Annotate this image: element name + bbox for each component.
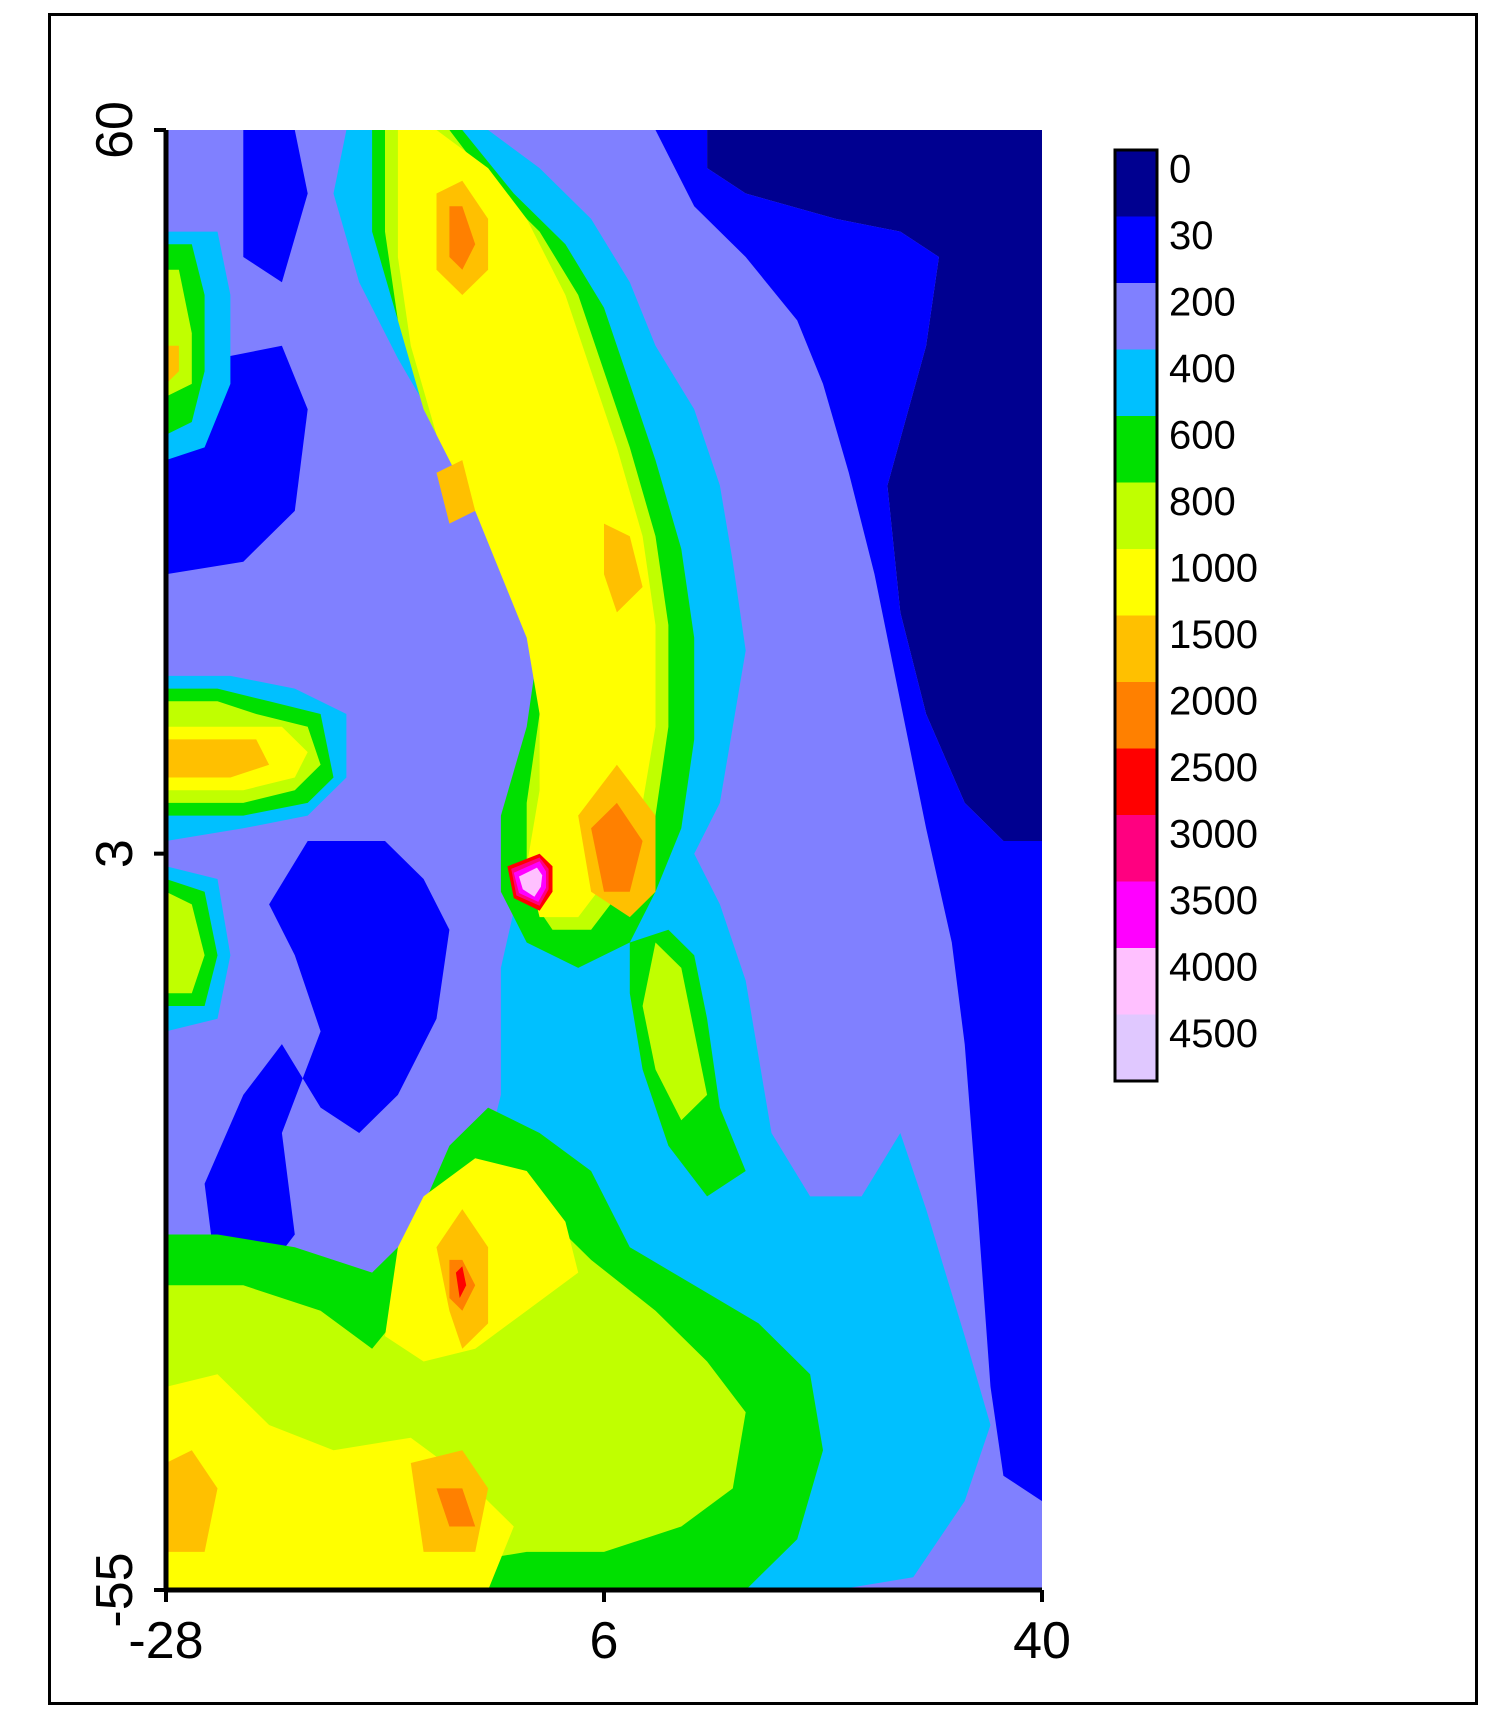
legend-swatch-800 <box>1115 482 1157 549</box>
legend-swatch-2500 <box>1115 748 1157 815</box>
contour-region-1500-32 <box>166 1450 218 1552</box>
contour-region-2000-36 <box>591 802 643 892</box>
contour-region-30-4 <box>204 841 450 1286</box>
contour-region-1000-22 <box>397 130 656 918</box>
contour-region-30-1 <box>655 130 1042 1502</box>
y-tick-label-1: 3 <box>86 839 144 868</box>
contour-region-1500-27 <box>436 460 476 524</box>
axes: -28 6 40 60 3 -55 <box>86 101 1071 1670</box>
contour-region-0-0 <box>707 130 1042 841</box>
legend-swatch-1500 <box>1115 615 1157 682</box>
legend-label-3000: 3000 <box>1169 813 1258 857</box>
legend-label-2500: 2500 <box>1169 746 1258 790</box>
contour-region-1500-34 <box>166 345 179 384</box>
plot-area <box>166 130 1042 1590</box>
legend-label-800: 800 <box>1169 480 1236 524</box>
x-tick-label-1: 6 <box>590 1612 619 1670</box>
contour-region-2000-38 <box>436 1488 476 1527</box>
legend-swatch-600 <box>1115 416 1157 483</box>
x-tick-label-2: 40 <box>1013 1612 1071 1670</box>
contour-region-2000-35 <box>449 206 476 270</box>
color-legend: 0 30 200 400 600 800 1000 1500 2000 2500 3000 3500 4… <box>1113 148 1258 1083</box>
contour-region-4000-43 <box>519 867 543 897</box>
legend-swatch-3000 <box>1115 815 1157 882</box>
legend-label-30: 30 <box>1169 214 1214 258</box>
y-tick-label-0: 60 <box>86 101 144 159</box>
legend-label-4500: 4500 <box>1169 1012 1258 1056</box>
legend-swatch-400 <box>1115 349 1157 416</box>
legend-swatch-4500 <box>1115 1014 1157 1081</box>
legend-label-3500: 3500 <box>1169 879 1258 923</box>
legend-label-4000: 4000 <box>1169 946 1258 990</box>
x-tick-label-0: -28 <box>128 1612 203 1670</box>
legend-swatch-30 <box>1115 216 1157 283</box>
contour-region-800-17 <box>642 942 708 1121</box>
legend-swatch-200 <box>1115 283 1157 350</box>
legend-label-600: 600 <box>1169 414 1236 458</box>
legend-swatch-1000 <box>1115 549 1157 616</box>
legend-swatch-0 <box>1115 150 1157 217</box>
legend-swatch-3500 <box>1115 881 1157 948</box>
legend-label-200: 200 <box>1169 281 1236 325</box>
legend-swatch-4000 <box>1115 948 1157 1015</box>
legend-label-1500: 1500 <box>1169 613 1258 657</box>
y-tick-label-2: -55 <box>86 1552 144 1627</box>
contour-region-1500-28 <box>604 523 643 613</box>
contour-region-30-3 <box>243 130 308 283</box>
contour-region-1500-33 <box>166 739 270 778</box>
legend-label-400: 400 <box>1169 347 1236 391</box>
legend-swatch-2000 <box>1115 682 1157 749</box>
legend-label-1000: 1000 <box>1169 547 1258 591</box>
legend-label-0: 0 <box>1169 148 1191 192</box>
legend-label-2000: 2000 <box>1169 680 1258 724</box>
contour-region-2500-39 <box>455 1266 467 1298</box>
legend-border <box>1113 148 1159 1083</box>
contour-region-800-19 <box>166 891 205 994</box>
